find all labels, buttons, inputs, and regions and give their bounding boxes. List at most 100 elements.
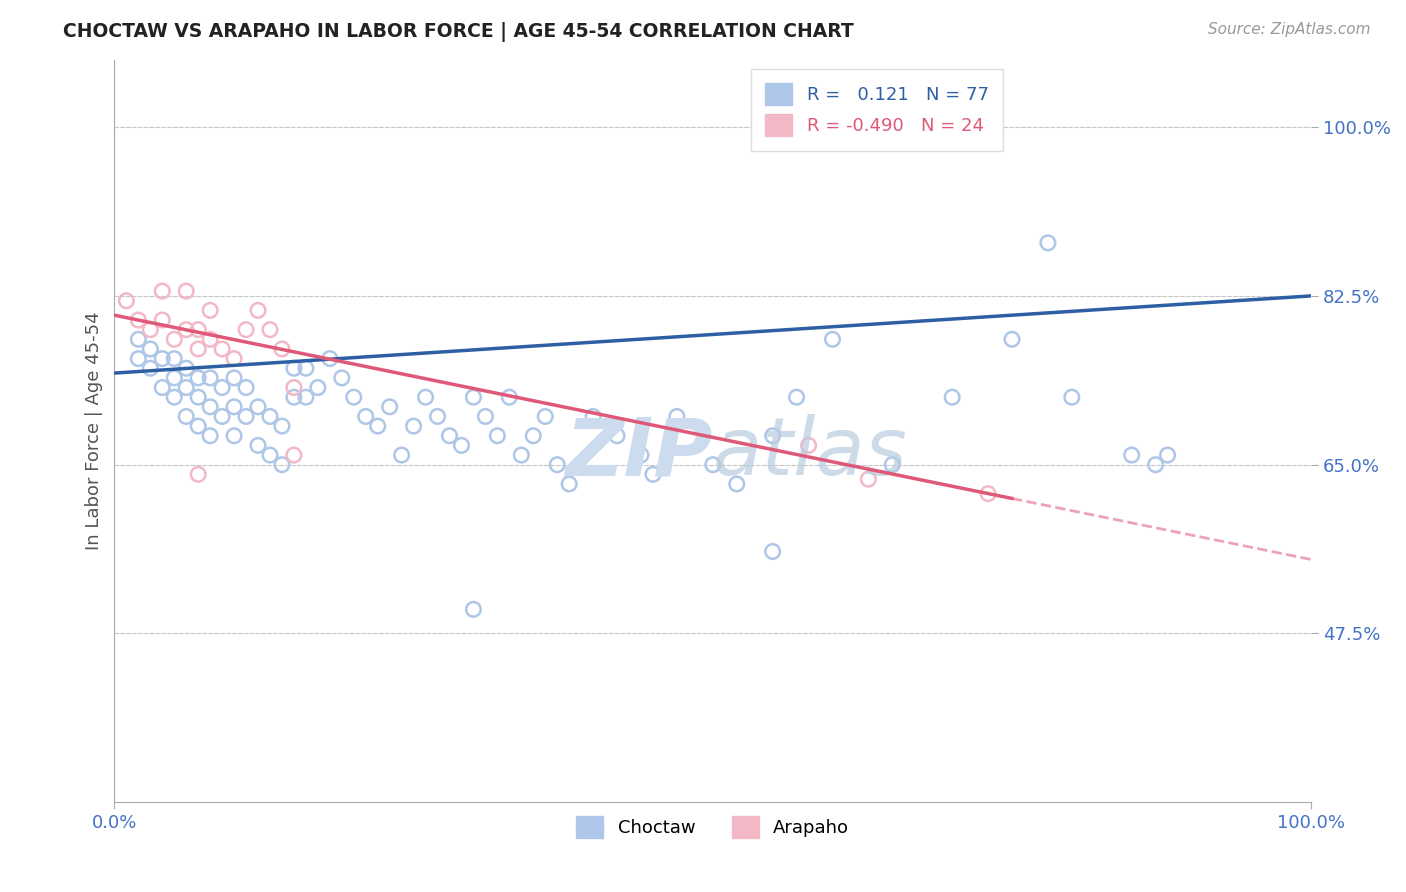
Point	[150, 284, 173, 298]
Point	[222, 400, 245, 414]
Point	[439, 429, 461, 443]
Point	[665, 409, 688, 424]
Point	[1036, 235, 1059, 250]
Point	[510, 448, 533, 462]
Legend: Choctaw, Arapaho: Choctaw, Arapaho	[569, 809, 856, 846]
Point	[402, 419, 425, 434]
Point	[174, 284, 197, 298]
Point	[150, 380, 173, 394]
Point	[858, 472, 880, 486]
Point	[222, 351, 245, 366]
Point	[187, 419, 209, 434]
Point	[426, 409, 449, 424]
Point	[1121, 448, 1143, 462]
Point	[1156, 448, 1178, 462]
Y-axis label: In Labor Force | Age 45-54: In Labor Force | Age 45-54	[86, 311, 103, 550]
Text: atlas: atlas	[713, 414, 907, 492]
Point	[198, 303, 221, 318]
Point	[235, 380, 257, 394]
Point	[1001, 332, 1024, 346]
Point	[522, 429, 544, 443]
Point	[558, 477, 581, 491]
Point	[474, 409, 496, 424]
Point	[977, 486, 1000, 500]
Text: CHOCTAW VS ARAPAHO IN LABOR FORCE | AGE 45-54 CORRELATION CHART: CHOCTAW VS ARAPAHO IN LABOR FORCE | AGE …	[63, 22, 853, 42]
Point	[115, 293, 138, 308]
Point	[463, 602, 485, 616]
Point	[150, 351, 173, 366]
Point	[295, 390, 318, 404]
Point	[259, 448, 281, 462]
Point	[882, 458, 904, 472]
Point	[163, 351, 186, 366]
Point	[211, 380, 233, 394]
Point	[498, 390, 520, 404]
Point	[139, 342, 162, 356]
Point	[174, 361, 197, 376]
Point	[378, 400, 401, 414]
Point	[1060, 390, 1083, 404]
Point	[127, 313, 149, 327]
Point	[271, 458, 294, 472]
Point	[259, 323, 281, 337]
Point	[163, 332, 186, 346]
Point	[174, 409, 197, 424]
Point	[641, 467, 664, 482]
Point	[198, 332, 221, 346]
Point	[174, 323, 197, 337]
Point	[797, 438, 820, 452]
Point	[725, 477, 748, 491]
Point	[319, 351, 342, 366]
Point	[187, 390, 209, 404]
Point	[247, 438, 270, 452]
Point	[1144, 458, 1167, 472]
Point	[582, 409, 605, 424]
Point	[391, 448, 413, 462]
Point	[150, 313, 173, 327]
Point	[187, 467, 209, 482]
Point	[415, 390, 437, 404]
Point	[307, 380, 329, 394]
Point	[702, 458, 724, 472]
Point	[235, 409, 257, 424]
Point	[786, 390, 808, 404]
Point	[534, 409, 557, 424]
Point	[367, 419, 389, 434]
Point	[127, 351, 149, 366]
Point	[163, 390, 186, 404]
Point	[163, 371, 186, 385]
Point	[606, 429, 628, 443]
Point	[198, 400, 221, 414]
Point	[343, 390, 366, 404]
Point	[222, 429, 245, 443]
Point	[211, 342, 233, 356]
Point	[330, 371, 353, 385]
Point	[486, 429, 509, 443]
Point	[247, 400, 270, 414]
Point	[821, 332, 844, 346]
Point	[187, 342, 209, 356]
Point	[271, 342, 294, 356]
Point	[198, 371, 221, 385]
Point	[762, 544, 785, 558]
Point	[630, 448, 652, 462]
Text: Source: ZipAtlas.com: Source: ZipAtlas.com	[1208, 22, 1371, 37]
Point	[283, 380, 305, 394]
Point	[283, 361, 305, 376]
Point	[295, 361, 318, 376]
Point	[354, 409, 377, 424]
Point	[174, 380, 197, 394]
Point	[259, 409, 281, 424]
Point	[546, 458, 568, 472]
Point	[762, 429, 785, 443]
Point	[139, 361, 162, 376]
Point	[283, 448, 305, 462]
Point	[941, 390, 963, 404]
Point	[271, 419, 294, 434]
Point	[127, 332, 149, 346]
Point	[283, 390, 305, 404]
Point	[222, 371, 245, 385]
Point	[211, 409, 233, 424]
Text: ZIP: ZIP	[565, 414, 713, 492]
Point	[187, 323, 209, 337]
